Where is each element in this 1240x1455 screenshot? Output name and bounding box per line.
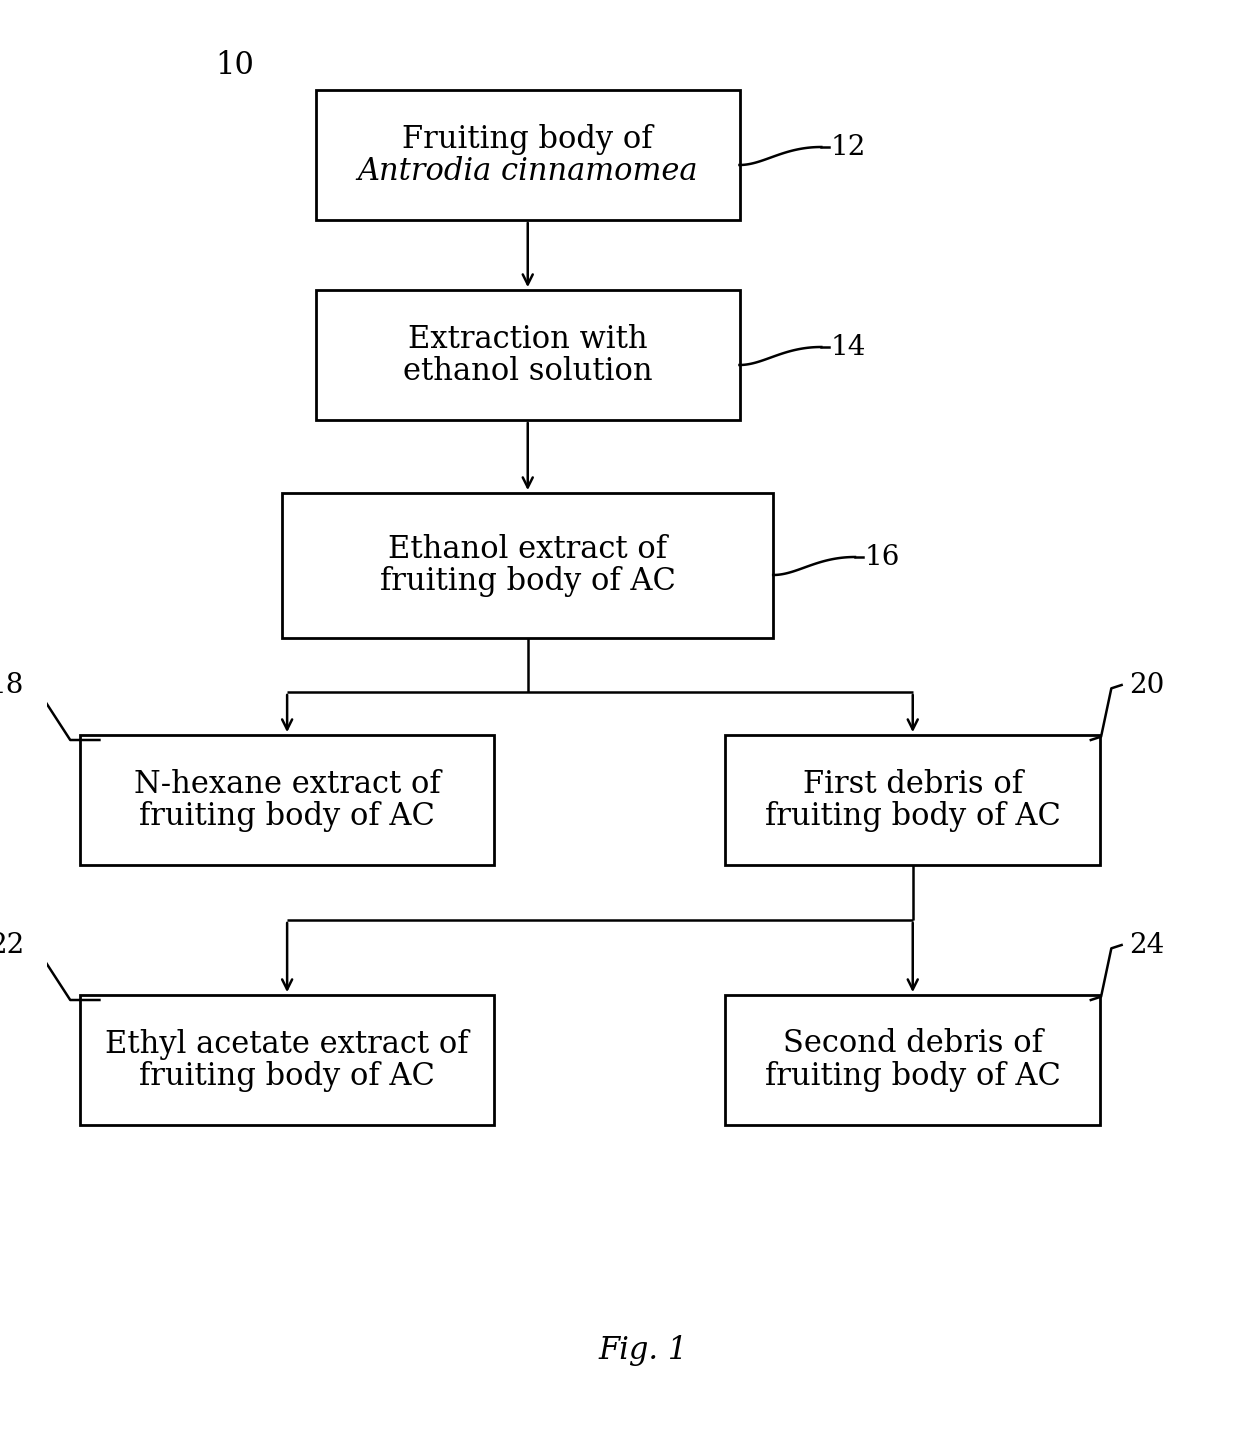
Text: Antrodia cinnamomea: Antrodia cinnamomea (357, 156, 698, 186)
Text: Second debris of: Second debris of (782, 1029, 1043, 1059)
Text: fruiting body of AC: fruiting body of AC (765, 800, 1060, 831)
Bar (316, 90, 739, 220)
Text: 14: 14 (831, 333, 867, 361)
Text: ethanol solution: ethanol solution (403, 355, 652, 387)
Text: 18: 18 (0, 672, 24, 698)
Bar (725, 735, 1100, 866)
Text: Ethyl acetate extract of: Ethyl acetate extract of (105, 1029, 469, 1059)
Bar (316, 290, 739, 420)
Bar (725, 995, 1100, 1125)
Text: 10: 10 (215, 49, 254, 80)
Text: 24: 24 (1130, 931, 1164, 959)
Text: fruiting body of AC: fruiting body of AC (765, 1061, 1060, 1091)
Text: Extraction with: Extraction with (408, 323, 647, 355)
Bar (81, 995, 494, 1125)
Text: Fruiting body of: Fruiting body of (403, 124, 653, 154)
Text: Fig. 1: Fig. 1 (599, 1334, 688, 1365)
Text: fruiting body of AC: fruiting body of AC (379, 566, 676, 597)
Text: fruiting body of AC: fruiting body of AC (139, 1061, 435, 1091)
Text: 22: 22 (0, 931, 24, 959)
Bar (81, 735, 494, 866)
Text: N-hexane extract of: N-hexane extract of (134, 768, 440, 799)
Bar (283, 492, 774, 637)
Text: First debris of: First debris of (802, 768, 1023, 799)
Text: 16: 16 (864, 544, 900, 570)
Text: 12: 12 (831, 134, 867, 160)
Text: Ethanol extract of: Ethanol extract of (388, 534, 667, 565)
Text: fruiting body of AC: fruiting body of AC (139, 800, 435, 831)
Text: 20: 20 (1130, 672, 1164, 698)
